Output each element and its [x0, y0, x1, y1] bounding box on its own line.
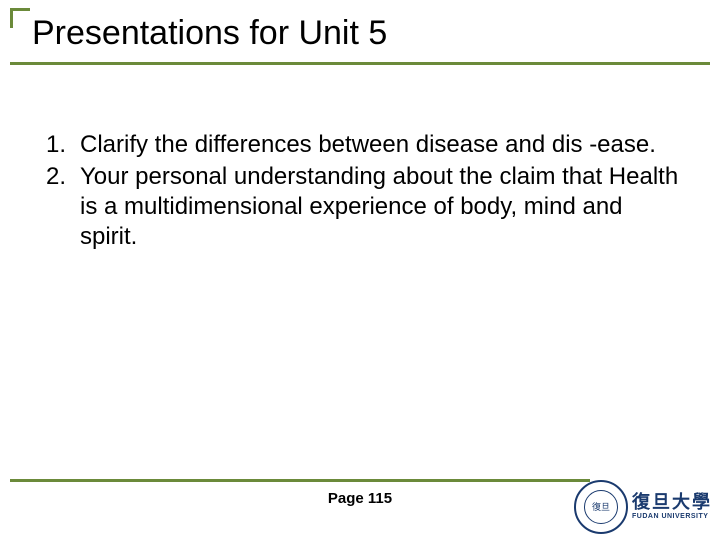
title-corner-decoration: [10, 8, 30, 28]
list-text: Your personal understanding about the cl…: [80, 162, 680, 252]
list-item: 2. Your personal understanding about the…: [46, 162, 680, 252]
logo-seal-icon: 復旦: [574, 480, 628, 534]
logo-english: FUDAN UNIVERSITY: [632, 513, 712, 521]
list-number: 1.: [46, 130, 80, 160]
bottom-divider: [10, 479, 590, 482]
title-underline: [10, 62, 710, 65]
slide: Presentations for Unit 5 1. Clarify the …: [0, 0, 720, 540]
logo-text-block: 復旦大學 FUDAN UNIVERSITY: [632, 493, 712, 520]
logo-seal-text: 復旦: [592, 503, 610, 512]
university-logo: 復旦 復旦大學 FUDAN UNIVERSITY: [574, 480, 712, 534]
logo-chinese: 復旦大學: [632, 493, 712, 513]
list-item: 1. Clarify the differences between disea…: [46, 130, 680, 160]
slide-title: Presentations for Unit 5: [32, 14, 387, 53]
list-text: Clarify the differences between disease …: [80, 130, 680, 160]
logo-seal-inner: 復旦: [584, 490, 618, 524]
content-area: 1. Clarify the differences between disea…: [46, 130, 680, 254]
list-number: 2.: [46, 162, 80, 252]
